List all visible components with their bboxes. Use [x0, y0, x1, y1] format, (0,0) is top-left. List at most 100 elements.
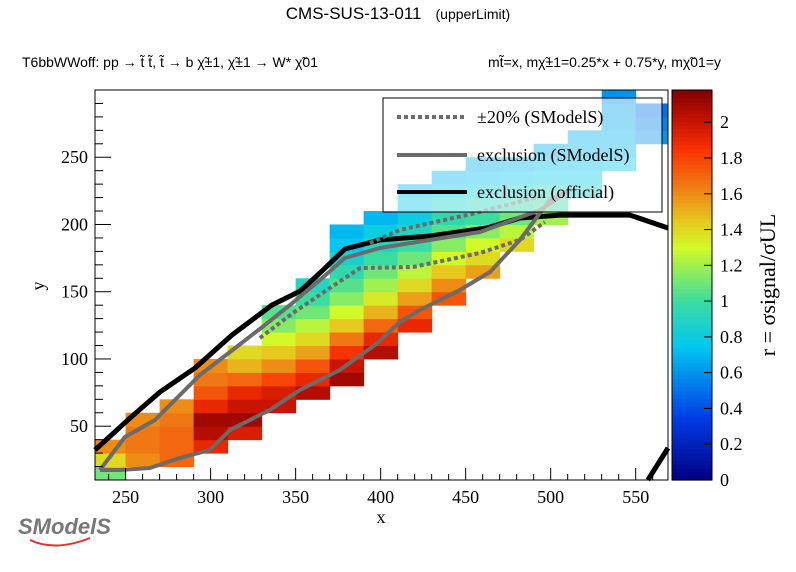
y-axis-label: y: [28, 282, 48, 291]
heatmap-cell: [193, 426, 229, 441]
colorbar-segment: [672, 183, 712, 189]
heatmap-cell: [227, 426, 263, 441]
colorbar-segment: [672, 195, 712, 200]
colorbar-segment: [672, 140, 712, 146]
colorbar-segment: [672, 324, 712, 329]
x-tick-label: 450: [452, 487, 479, 507]
colorbar-segment: [672, 339, 712, 345]
colorbar-segment: [672, 472, 712, 477]
colorbar-segment: [672, 355, 712, 360]
colorbar-tick-label: 1.8: [720, 148, 743, 168]
colorbar-segment: [672, 234, 712, 239]
colorbar-segment: [672, 125, 712, 130]
heatmap-cell: [227, 399, 263, 414]
legend-label-20pct: ±20% (SModelS): [477, 107, 603, 128]
colorbar-segment: [672, 288, 712, 294]
chart-subtitle-right: mt̃=x, mχ̃±1=0.25*x + 0.75*y, mχ̃01=y: [488, 54, 721, 70]
colorbar-segment: [672, 292, 712, 298]
colorbar-segment: [672, 171, 712, 177]
x-axis: 250 300 350 400 450 500 550: [108, 468, 654, 507]
colorbar-segment: [672, 425, 712, 430]
heatmap-cell: [397, 318, 433, 333]
heatmap-cell: [193, 385, 229, 400]
colorbar-segment: [672, 429, 712, 434]
contour-line: [93, 212, 669, 452]
heatmap-cell: [329, 291, 365, 306]
heatmap-cell: [363, 291, 399, 306]
y-tick-label: 250: [61, 147, 88, 167]
x-tick-label: 250: [112, 487, 139, 507]
heatmap-cell: [261, 345, 297, 360]
heatmap-cell: [397, 251, 433, 266]
colorbar-segment: [672, 359, 712, 364]
colorbar: 0 0.2 0.4 0.6 0.8 1 1.2 1.4 1.6 1.8 2: [671, 89, 743, 490]
colorbar-segment: [672, 148, 712, 153]
heatmap-cell: [295, 318, 331, 333]
heatmap-cell: [397, 278, 433, 293]
colorbar-segment: [672, 285, 712, 290]
legend-label-smodels: exclusion (SModelS): [477, 145, 630, 166]
colorbar-segment: [672, 335, 712, 341]
colorbar-tick-label: 2: [720, 112, 729, 132]
contour-line: [645, 446, 671, 482]
colorbar-segment: [672, 203, 712, 208]
colorbar-tick-label: 1: [720, 291, 729, 311]
heatmap-cell: [329, 224, 365, 239]
colorbar-segment: [672, 456, 712, 462]
heatmap-cell: [193, 372, 229, 387]
heatmap-cell: [329, 264, 365, 279]
colorbar-segment: [672, 242, 712, 247]
colorbar-segment: [672, 222, 712, 228]
heatmap-cell: [227, 358, 263, 373]
colorbar-segment: [672, 277, 712, 282]
colorbar-segment: [672, 101, 712, 107]
colorbar-segment: [672, 249, 712, 255]
colorbar-segment: [672, 312, 712, 317]
colorbar-segment: [672, 187, 712, 192]
colorbar-tick-label: 0: [720, 470, 729, 490]
heatmap-cell: [363, 278, 399, 293]
colorbar-segment: [672, 113, 712, 118]
colorbar-segment: [672, 238, 712, 243]
colorbar-segment: [672, 210, 712, 216]
x-tick-label: 350: [282, 487, 309, 507]
colorbar-segment: [672, 386, 712, 391]
colorbar-segment: [672, 168, 712, 173]
colorbar-segment: [672, 413, 712, 419]
heatmap-cell: [159, 439, 195, 454]
colorbar-segment: [672, 105, 712, 111]
colorbar-segment: [672, 90, 712, 95]
colorbar-segment: [672, 144, 712, 150]
colorbar-segment: [672, 316, 712, 321]
colorbar-segment: [672, 265, 712, 270]
heatmap-cell: [329, 332, 365, 347]
colorbar-segment: [672, 476, 712, 481]
heatmap-cell: [193, 412, 229, 427]
legend: ±20% (SModelS) exclusion (SModelS) exclu…: [382, 97, 663, 213]
colorbar-segment: [672, 97, 712, 103]
heatmap-cell: [431, 264, 467, 279]
colorbar-tick-label: 1.4: [720, 220, 743, 240]
colorbar-segment: [672, 327, 712, 333]
legend-label-official: exclusion (official): [477, 182, 614, 203]
x-tick-label: 500: [537, 487, 564, 507]
heatmap-cell: [261, 332, 297, 347]
heatmap-cell: [329, 305, 365, 320]
heatmap-cell: [363, 211, 399, 225]
heatmap-cell: [295, 305, 331, 320]
colorbar-segment: [672, 452, 712, 458]
smodels-logo-text: SModelS: [18, 514, 111, 539]
heatmap-cell: [431, 291, 467, 306]
heatmap-cell: [261, 372, 297, 387]
colorbar-segment: [672, 409, 712, 415]
colorbar-frame: [671, 89, 713, 481]
heatmap-cell: [465, 237, 501, 252]
heatmap-cell: [363, 224, 399, 239]
contour-curves: [93, 188, 671, 482]
colorbar-segment: [672, 175, 712, 181]
heatmap-cell: [431, 237, 467, 252]
colorbar-segment: [672, 156, 712, 161]
colorbar-segment: [672, 93, 712, 99]
colorbar-segment: [672, 444, 712, 450]
